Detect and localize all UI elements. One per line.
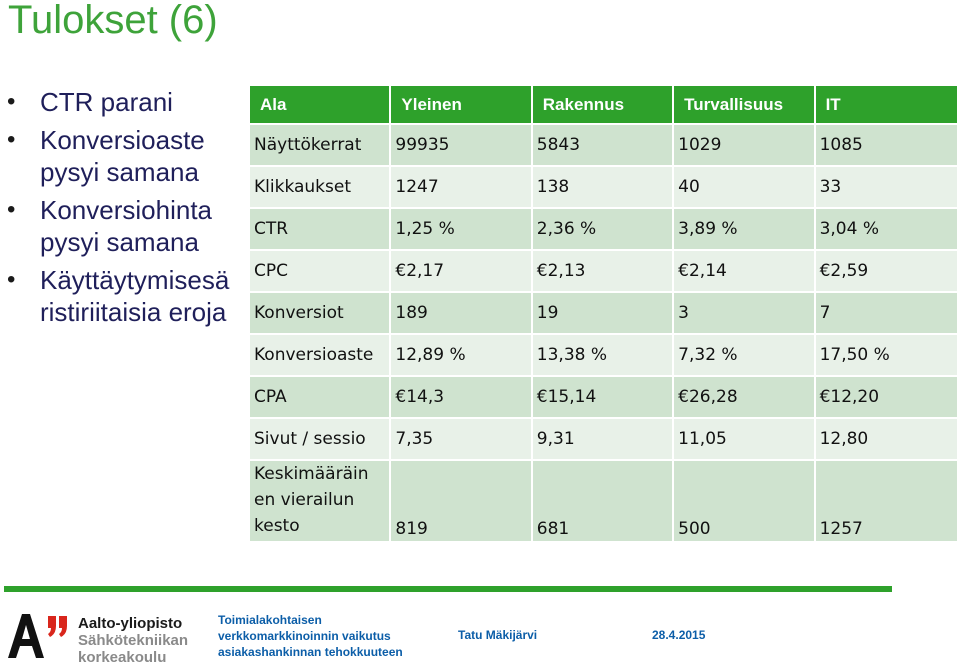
- table-cell: 9,31: [532, 419, 673, 459]
- logo-line: Aalto-yliopisto: [78, 615, 183, 632]
- table-row: Konversiot 189 19 3 7: [250, 293, 957, 333]
- table-cell: 7,35: [391, 419, 531, 459]
- table-cell: 7,32 %: [674, 335, 814, 375]
- aalto-logo-icon: [8, 614, 67, 658]
- row-label: Sivut / sessio: [250, 419, 390, 459]
- row-label: CTR: [250, 209, 390, 249]
- table-row: Sivut / sessio 7,35 9,31 11,05 12,80: [250, 419, 957, 459]
- footer-topic-line: Toimialakohtaisen: [218, 613, 322, 627]
- logo-line: Sähkötekniikan: [78, 632, 189, 649]
- table-cell: €26,28: [674, 377, 814, 417]
- column-header: IT: [815, 86, 957, 123]
- table-cell: 11,05: [674, 419, 814, 459]
- row-label: Klikkaukset: [250, 167, 390, 207]
- table-cell: €14,3: [391, 377, 531, 417]
- table-row: CTR 1,25 % 2,36 % 3,89 % 3,04 %: [250, 209, 957, 249]
- table-row: Konversioaste 12,89 % 13,38 % 7,32 % 17,…: [250, 335, 957, 375]
- column-header: Turvallisuus: [674, 86, 814, 123]
- table-cell: 1247: [391, 167, 531, 207]
- table-cell: €15,14: [532, 377, 673, 417]
- table-cell: 1,25 %: [391, 209, 531, 249]
- table-cell: €2,13: [532, 251, 673, 291]
- table-cell: 3,04 %: [815, 209, 957, 249]
- logo-text: Aalto-yliopisto Sähkötekniikan korkeakou…: [78, 615, 188, 666]
- table-cell: 12,80: [815, 419, 957, 459]
- table-cell: 1257: [815, 461, 957, 541]
- footer-topic: Toimialakohtaisen verkkomarkkinoinnin va…: [218, 612, 403, 660]
- row-label: CPA: [250, 377, 390, 417]
- table-cell: €12,20: [815, 377, 957, 417]
- table-row: CPC €2,17 €2,13 €2,14 €2,59: [250, 251, 957, 291]
- table-cell: 99935: [391, 125, 531, 165]
- page-title: Tulokset (6): [8, 0, 218, 42]
- table-cell: 7: [815, 293, 957, 333]
- table-cell: 819: [391, 461, 531, 541]
- table-cell: 681: [532, 461, 673, 541]
- column-header: Ala: [250, 86, 390, 123]
- table-cell: 3,89 %: [674, 209, 814, 249]
- table-cell: 13,38 %: [532, 335, 673, 375]
- table-cell: 1085: [815, 125, 957, 165]
- table-cell: 40: [674, 167, 814, 207]
- table-cell: 19: [532, 293, 673, 333]
- divider-line: [4, 586, 892, 592]
- table-cell: 138: [532, 167, 673, 207]
- row-label: Konversiot: [250, 293, 390, 333]
- table-cell: 3: [674, 293, 814, 333]
- column-header: Rakennus: [532, 86, 673, 123]
- bullet-item: Konversioaste pysyi samana: [0, 124, 235, 188]
- row-label: CPC: [250, 251, 390, 291]
- table-cell: 12,89 %: [391, 335, 531, 375]
- table-cell: 500: [674, 461, 814, 541]
- table-cell: 189: [391, 293, 531, 333]
- bullet-item: CTR parani: [0, 86, 235, 118]
- bullet-list: CTR parani Konversioaste pysyi samana Ko…: [0, 86, 235, 334]
- table-row: Klikkaukset 1247 138 40 33: [250, 167, 957, 207]
- table-cell: €2,14: [674, 251, 814, 291]
- table-cell: 2,36 %: [532, 209, 673, 249]
- footer-topic-line: asiakashankinnan tehokkuuteen: [218, 645, 403, 659]
- table-cell: 33: [815, 167, 957, 207]
- bullet-item: Käyttäytymisesä ristiriitaisia eroja: [0, 264, 235, 328]
- logo-line: korkeakoulu: [78, 649, 167, 666]
- table-cell: €2,17: [391, 251, 531, 291]
- table-cell: 5843: [532, 125, 673, 165]
- footer-author: Tatu Mäkijärvi: [458, 628, 538, 642]
- table-row: Keskimääräin en vierailun kesto 819 681 …: [250, 461, 957, 541]
- results-table: Ala Yleinen Rakennus Turvallisuus IT Näy…: [248, 84, 959, 543]
- column-header: Yleinen: [391, 86, 531, 123]
- table-header-row: Ala Yleinen Rakennus Turvallisuus IT: [250, 86, 957, 123]
- footer-topic-line: verkkomarkkinoinnin vaikutus: [218, 629, 391, 643]
- table-row: CPA €14,3 €15,14 €26,28 €12,20: [250, 377, 957, 417]
- footer-date: 28.4.2015: [652, 628, 706, 642]
- table-cell: 1029: [674, 125, 814, 165]
- row-label: Konversioaste: [250, 335, 390, 375]
- bullet-item: Konversiohinta pysyi samana: [0, 194, 235, 258]
- table-row: Näyttökerrat 99935 5843 1029 1085: [250, 125, 957, 165]
- table-cell: €2,59: [815, 251, 957, 291]
- table-cell: 17,50 %: [815, 335, 957, 375]
- row-label: Keskimääräin en vierailun kesto: [250, 461, 390, 541]
- row-label: Näyttökerrat: [250, 125, 390, 165]
